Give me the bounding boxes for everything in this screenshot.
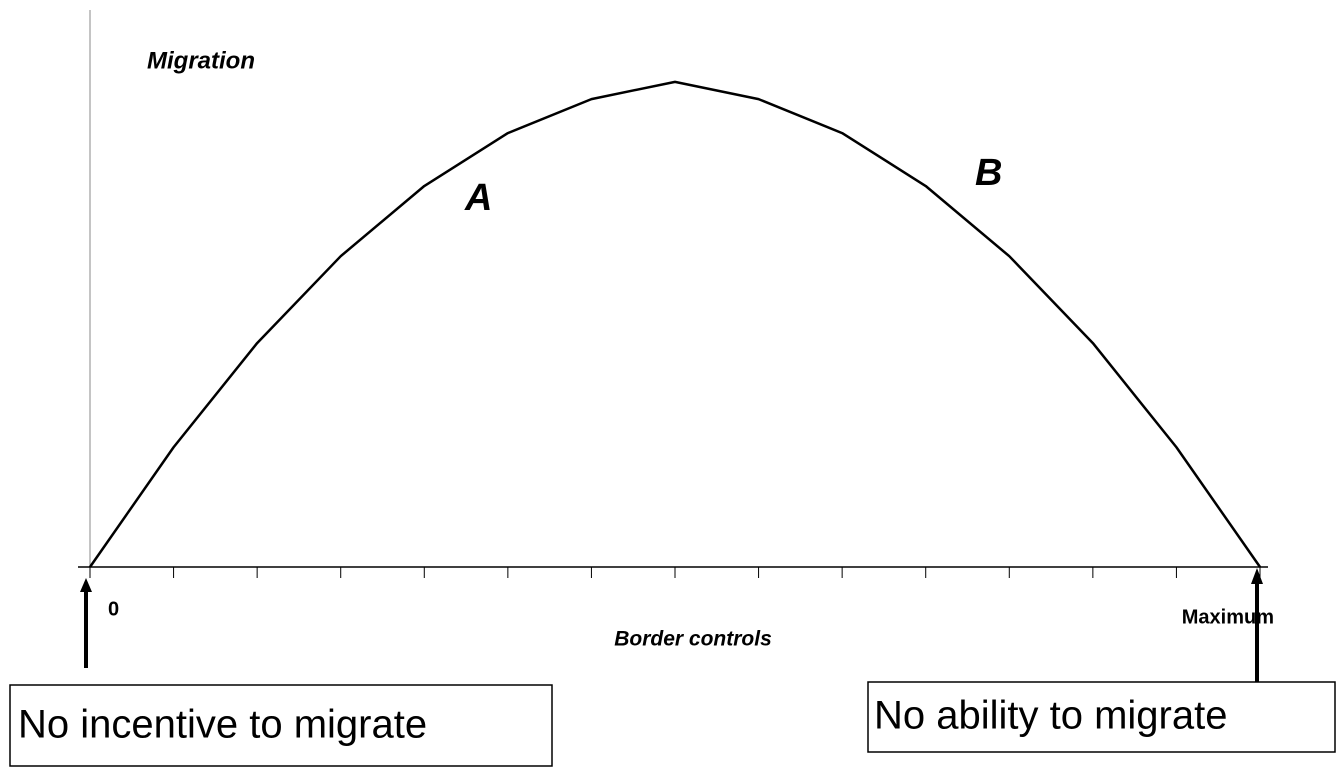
annotation: B bbox=[975, 152, 1002, 194]
arrow-head bbox=[1251, 568, 1263, 584]
annotation: A bbox=[464, 177, 492, 219]
note-box bbox=[867, 681, 1336, 753]
x-tick-label: 0 bbox=[108, 598, 119, 620]
line bbox=[88, 80, 1262, 568]
y-axis-title: Migration bbox=[147, 47, 255, 74]
arrow-head bbox=[80, 578, 92, 592]
x-axis-title: Border controls bbox=[614, 628, 772, 651]
note-box bbox=[9, 684, 553, 767]
x-tick-label: Maximum bbox=[1182, 606, 1274, 628]
note: No incentive to migrate bbox=[18, 703, 427, 747]
note: No ability to migrate bbox=[874, 694, 1227, 738]
